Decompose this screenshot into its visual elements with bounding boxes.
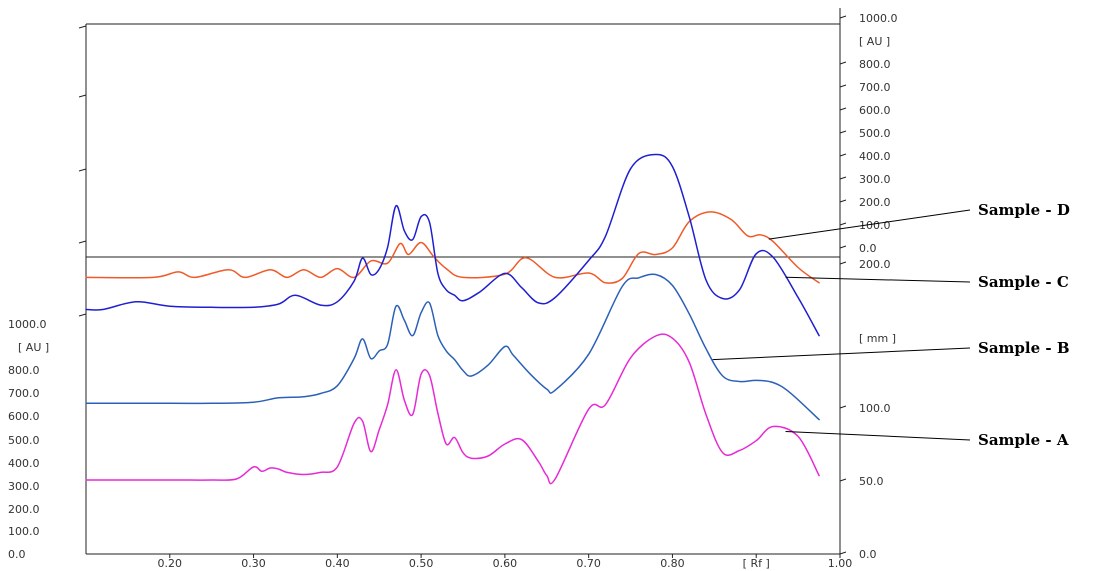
plot-frame (85, 8, 841, 555)
right-upper-tick-label: 400.0 (859, 150, 891, 163)
right-tick-mark (839, 478, 847, 482)
series-lines (85, 153, 820, 485)
left-tick-mark (78, 94, 87, 98)
sample-d-label: Sample - D (978, 201, 1070, 219)
sample-a-label: Sample - A (978, 431, 1069, 449)
right-tick-mark (839, 261, 847, 265)
x-tick-label: 0.50 (409, 557, 434, 570)
right-upper-tick-label: 300.0 (859, 173, 891, 186)
right-tick-mark (839, 15, 847, 19)
right-upper-tick-label: 600.0 (859, 104, 891, 117)
left-tick-label: 300.0 (8, 480, 40, 493)
sample-a-leader-line (785, 430, 971, 441)
left-tick-label: 800.0 (8, 364, 40, 377)
sample-b-line (85, 273, 820, 421)
x-tick-label: 1.00 (828, 557, 853, 570)
left-tick-label: 600.0 (8, 410, 40, 423)
left-tick-label: 1000.0 (8, 318, 47, 331)
right-upper-tick-label: 0.0 (859, 242, 877, 255)
left-tick-mark (78, 240, 87, 244)
sample-b-label: Sample - B (978, 339, 1070, 357)
right-upper-tick-label: 500.0 (859, 127, 891, 140)
x-tick-label: 0.40 (325, 557, 350, 570)
sample-b-leader-line (712, 347, 971, 361)
right-tick-mark (839, 130, 847, 134)
left-tick-label: 500.0 (8, 434, 40, 447)
right-tick-mark (839, 245, 847, 249)
right-lower-unit: [ mm ] (859, 332, 896, 345)
right-upper-unit: [ AU ] (859, 35, 890, 48)
right-tick-mark (839, 61, 847, 65)
left-tick-mark (78, 168, 87, 172)
left-tick-label: 0.0 (8, 548, 26, 561)
sample-d-line (85, 211, 820, 284)
right-tick-mark (839, 199, 847, 203)
x-tick-label: 0.60 (493, 557, 518, 570)
sample-c-line (85, 153, 820, 337)
right-tick-mark (839, 107, 847, 111)
right-upper-tick-label: 800.0 (859, 58, 891, 71)
left-tick-mark (78, 25, 87, 29)
axes: 0.20 0.30 0.40 0.50 0.60 0.70 0.80 [ Rf ] 1.00 0.… (8, 12, 898, 570)
left-tick-mark (78, 313, 87, 317)
right-lower-tick-label: 100.0 (859, 402, 891, 415)
right-upper-tick-label: 200.0 (859, 196, 891, 209)
left-axis-unit: [ AU ] (18, 341, 49, 354)
right-lower-tick-label: 0.0 (859, 548, 877, 561)
left-tick-label: 700.0 (8, 387, 40, 400)
right-upper-tick-label: 200.0 (859, 258, 891, 271)
right-lower-tick-label: 50.0 (859, 475, 884, 488)
sample-c-leader-line (785, 276, 971, 283)
x-tick-label: [ Rf ] (743, 557, 770, 570)
right-tick-mark (839, 84, 847, 88)
left-tick-label: 100.0 (8, 525, 40, 538)
right-tick-mark (839, 176, 847, 180)
x-tick-label: 0.20 (158, 557, 183, 570)
sample-d-leader-line (768, 209, 971, 240)
right-tick-mark (839, 153, 847, 157)
sample-a-line (85, 333, 820, 485)
left-tick-label: 400.0 (8, 457, 40, 470)
right-tick-mark (839, 222, 847, 226)
right-upper-tick-label: 1000.0 (859, 12, 898, 25)
x-tick-label: 0.80 (660, 557, 685, 570)
right-tick-mark (839, 405, 847, 409)
sample-c-label: Sample - C (978, 273, 1069, 291)
right-tick-mark (839, 551, 847, 555)
x-tick-label: 0.70 (576, 557, 601, 570)
right-upper-tick-label: 700.0 (859, 81, 891, 94)
left-tick-label: 200.0 (8, 503, 40, 516)
x-tick-label: 0.30 (241, 557, 266, 570)
series-labels: Sample - D Sample - C Sample - B Sample - A (712, 201, 1070, 449)
